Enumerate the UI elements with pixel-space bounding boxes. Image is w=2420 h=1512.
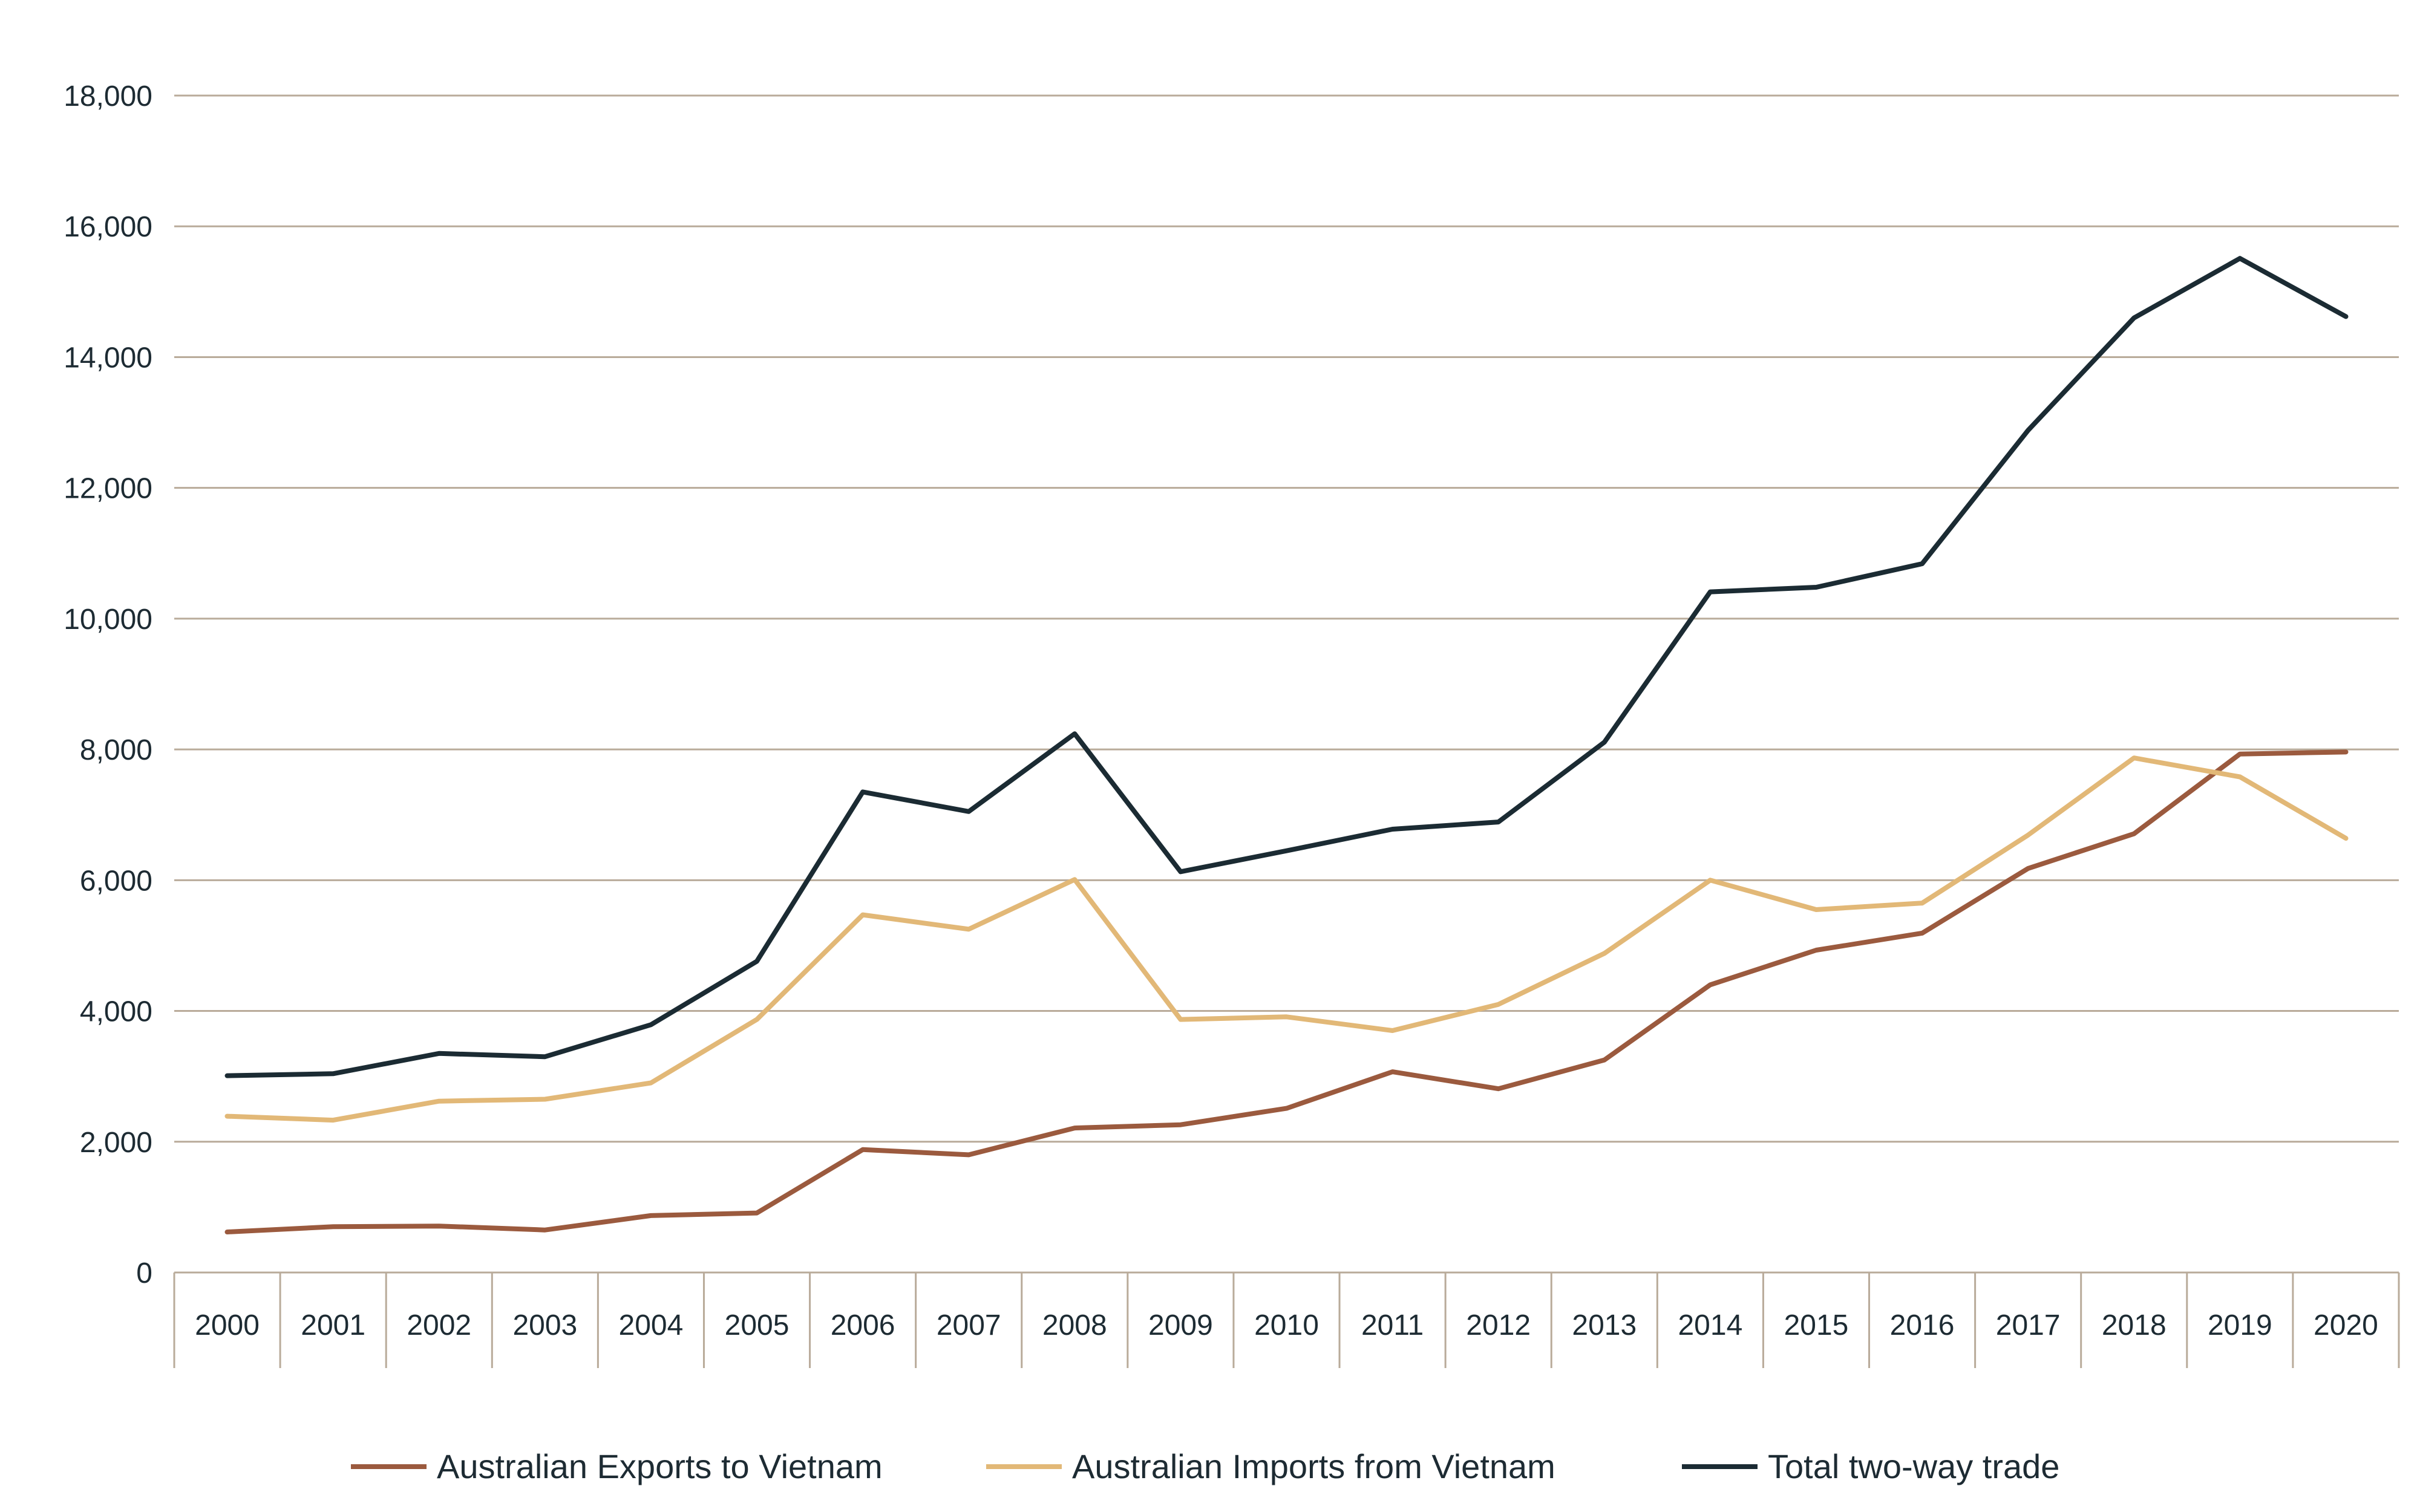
- series-lines: [224, 256, 2349, 1234]
- y-tick-label: 8,000: [80, 734, 152, 766]
- y-tick-label: 2,000: [80, 1127, 152, 1159]
- legend: Australian Exports to Vietnam Australian …: [351, 1447, 2059, 1485]
- y-axis-ticks: 0 2,000 4,000 6,000 8,000 10,000 12,000 14,000 1…: [64, 80, 152, 1289]
- y-tick-label: 14,000: [64, 342, 152, 374]
- x-tick-label: 2009: [1148, 1309, 1213, 1341]
- y-tick-label: 18,000: [64, 80, 152, 112]
- x-tick-label: 2010: [1254, 1309, 1319, 1341]
- x-tick-label: 2014: [1678, 1309, 1742, 1341]
- x-tick-label: 2008: [1042, 1309, 1107, 1341]
- x-tick-label: 2020: [2314, 1309, 2378, 1341]
- y-tick-label: 16,000: [64, 211, 152, 243]
- x-tick-label: 2018: [2102, 1309, 2167, 1341]
- y-tick-label: 10,000: [64, 604, 152, 636]
- x-tick-label: 2017: [1996, 1309, 2061, 1341]
- x-tick-label: 2006: [831, 1309, 895, 1341]
- x-tick-label: 2000: [195, 1309, 260, 1341]
- x-tick-label: 2001: [301, 1309, 365, 1341]
- x-tick-label: 2011: [1361, 1309, 1424, 1341]
- x-tick-label: 2002: [407, 1309, 471, 1341]
- y-tick-label: 12,000: [64, 473, 152, 505]
- x-tick-label: 2007: [937, 1309, 1001, 1341]
- y-tick-label: 6,000: [80, 865, 152, 897]
- series-line-australian-exports-to-vietnam: [224, 749, 2349, 1234]
- x-tick-label: 2019: [2208, 1309, 2272, 1341]
- x-tick-label: 2004: [619, 1309, 684, 1341]
- series-line-australian-imports-from-vietnam: [224, 755, 2349, 1123]
- x-axis: 2000 2001 2002 2003 2004 2005 2006 2007 2008 2009…: [173, 1271, 2400, 1368]
- series-line-total-two-way-trade: [224, 256, 2349, 1078]
- x-tick-label: 2016: [1890, 1309, 1955, 1341]
- x-tick-label: 2015: [1784, 1309, 1849, 1341]
- gridlines: [174, 94, 2399, 1143]
- legend-label: Total two-way trade: [1768, 1447, 2059, 1485]
- x-tick-label: 2013: [1572, 1309, 1637, 1341]
- y-tick-label: 4,000: [80, 996, 152, 1028]
- legend-label: Australian Exports to Vietnam: [437, 1447, 883, 1485]
- y-tick-label: 0: [136, 1257, 152, 1289]
- legend-label: Australian Imports from Vietnam: [1072, 1447, 1555, 1485]
- x-tick-label: 2012: [1466, 1309, 1531, 1341]
- x-tick-label: 2005: [725, 1309, 790, 1341]
- x-tick-label: 2003: [512, 1309, 577, 1341]
